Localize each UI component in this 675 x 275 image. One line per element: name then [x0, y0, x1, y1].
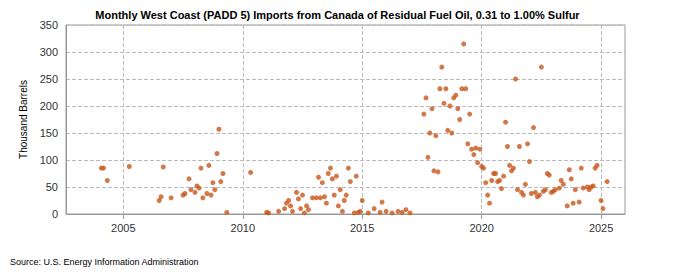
svg-text:2020: 2020: [469, 222, 493, 234]
svg-text:2010: 2010: [231, 222, 255, 234]
svg-text:100: 100: [40, 154, 58, 166]
svg-text:300: 300: [40, 46, 58, 58]
svg-text:2015: 2015: [350, 222, 374, 234]
svg-text:50: 50: [46, 181, 58, 193]
svg-text:250: 250: [40, 73, 58, 85]
svg-text:Thousand Barrels: Thousand Barrels: [18, 80, 29, 159]
svg-text:Monthly West Coast (PADD 5) Im: Monthly West Coast (PADD 5) Imports from…: [95, 9, 580, 21]
svg-text:200: 200: [40, 100, 58, 112]
svg-text:2005: 2005: [111, 222, 135, 234]
svg-text:150: 150: [40, 127, 58, 139]
svg-text:0: 0: [52, 208, 58, 220]
svg-text:Source: U.S. Energy Informatio: Source: U.S. Energy Information Administ…: [10, 257, 199, 267]
svg-text:2025: 2025: [589, 222, 613, 234]
svg-text:350: 350: [40, 19, 58, 31]
